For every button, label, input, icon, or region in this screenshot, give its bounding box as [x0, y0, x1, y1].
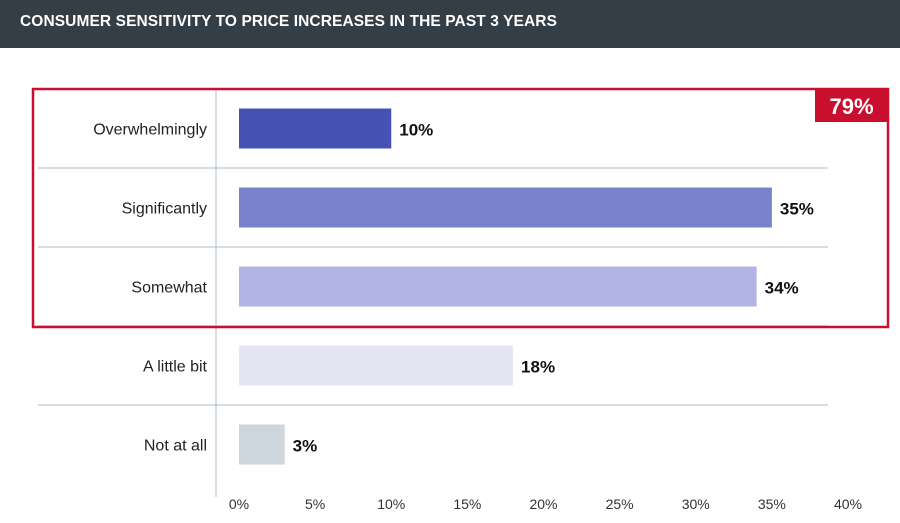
value-label: 18% — [521, 358, 555, 377]
bar — [239, 424, 285, 465]
x-tick-label: 25% — [606, 496, 634, 512]
bar — [239, 345, 514, 386]
chart-title: CONSUMER SENSITIVITY TO PRICE INCREASES … — [20, 13, 558, 30]
x-tick-label: 40% — [834, 496, 862, 512]
category-label: Overwhelmingly — [93, 122, 207, 139]
x-tick-label: 5% — [305, 496, 325, 512]
category-label: Somewhat — [131, 280, 207, 297]
x-tick-label: 30% — [682, 496, 710, 512]
x-tick-label: 35% — [758, 496, 786, 512]
category-label: Not at all — [144, 438, 207, 455]
bar — [239, 187, 772, 228]
chart-header: CONSUMER SENSITIVITY TO PRICE INCREASES … — [0, 0, 900, 48]
category-label: Significantly — [122, 201, 207, 218]
x-tick-label: 15% — [453, 496, 481, 512]
bar — [239, 266, 757, 307]
category-label: A little bit — [143, 359, 208, 376]
highlight-badge-label: 79% — [829, 94, 873, 119]
value-label: 34% — [765, 279, 799, 298]
value-label: 3% — [293, 437, 318, 456]
x-tick-label: 20% — [529, 496, 557, 512]
x-tick-label: 10% — [377, 496, 405, 512]
bar — [239, 108, 392, 149]
value-label: 10% — [399, 121, 433, 140]
value-label: 35% — [780, 200, 814, 219]
highlight-badge — [815, 89, 888, 122]
x-tick-label: 0% — [229, 496, 249, 512]
highlight-box — [31, 87, 890, 329]
